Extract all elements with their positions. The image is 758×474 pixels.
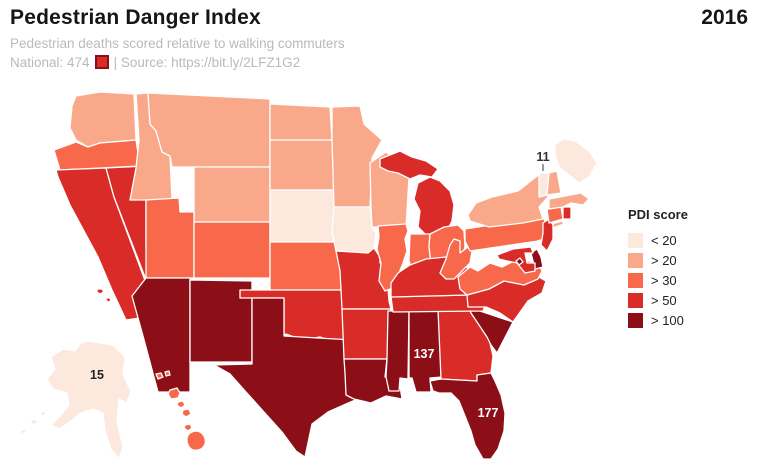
legend-item-gt30: > 30	[628, 270, 688, 290]
state-nj[interactable]	[540, 218, 554, 252]
state-md[interactable]	[496, 246, 536, 274]
map-annotations: 11 15 137 177	[90, 150, 550, 420]
state-tx[interactable]	[213, 297, 361, 458]
national-marker-icon	[94, 55, 109, 70]
source-line: National: 474 | Source: https://bit.ly/2…	[10, 55, 748, 70]
state-co[interactable]	[193, 221, 271, 279]
state-la[interactable]	[343, 358, 403, 404]
source-text: | Source: https://bit.ly/2LFZ1G2	[113, 54, 301, 70]
legend-title: PDI score	[628, 207, 688, 222]
state-wa[interactable]	[69, 91, 137, 148]
legend-item-lt20: < 20	[628, 230, 688, 250]
state-nd[interactable]	[269, 103, 333, 141]
national-pdi-label: National: 474	[10, 54, 90, 70]
state-or[interactable]	[53, 139, 141, 171]
map-legend: PDI score < 20 > 20 > 30 > 50 > 100	[628, 207, 688, 330]
state-ar[interactable]	[341, 308, 392, 360]
state-ri[interactable]	[562, 206, 572, 220]
legend-item-gt50: > 50	[628, 290, 688, 310]
legend-swatch-lt20	[628, 232, 643, 248]
annotation-fl: 177	[478, 406, 499, 420]
annotation-vt: 11	[536, 150, 549, 164]
annotation-ak: 15	[90, 368, 104, 382]
state-ut[interactable]	[145, 197, 195, 279]
state-dc[interactable]	[515, 257, 524, 266]
state-ia[interactable]	[331, 206, 377, 254]
legend-swatch-gt30	[628, 272, 643, 288]
legend-swatch-gt50	[628, 292, 643, 308]
header: Pedestrian Danger Index 2016 Pedestrian …	[10, 6, 748, 70]
annotation-al: 137	[414, 347, 435, 361]
state-ms[interactable]	[385, 310, 410, 392]
page-title: Pedestrian Danger Index	[10, 6, 261, 29]
legend-item-gt20: > 20	[628, 250, 688, 270]
state-az[interactable]	[131, 277, 191, 393]
state-wy[interactable]	[193, 166, 271, 223]
legend-item-gt100: > 100	[628, 310, 688, 330]
year-label: 2016	[701, 6, 748, 29]
state-me[interactable]	[554, 138, 598, 184]
state-mi[interactable]	[379, 150, 455, 236]
state-ma[interactable]	[548, 192, 590, 210]
subtitle: Pedestrian deaths scored relative to wal…	[10, 36, 345, 51]
legend-swatch-gt20	[628, 252, 643, 268]
state-fl[interactable]	[429, 372, 506, 460]
state-mn[interactable]	[331, 105, 383, 208]
state-hi[interactable]	[155, 370, 207, 451]
state-ak[interactable]	[19, 340, 132, 460]
legend-swatch-gt100	[628, 312, 643, 328]
state-nh[interactable]	[546, 170, 562, 196]
state-sd[interactable]	[269, 139, 337, 191]
